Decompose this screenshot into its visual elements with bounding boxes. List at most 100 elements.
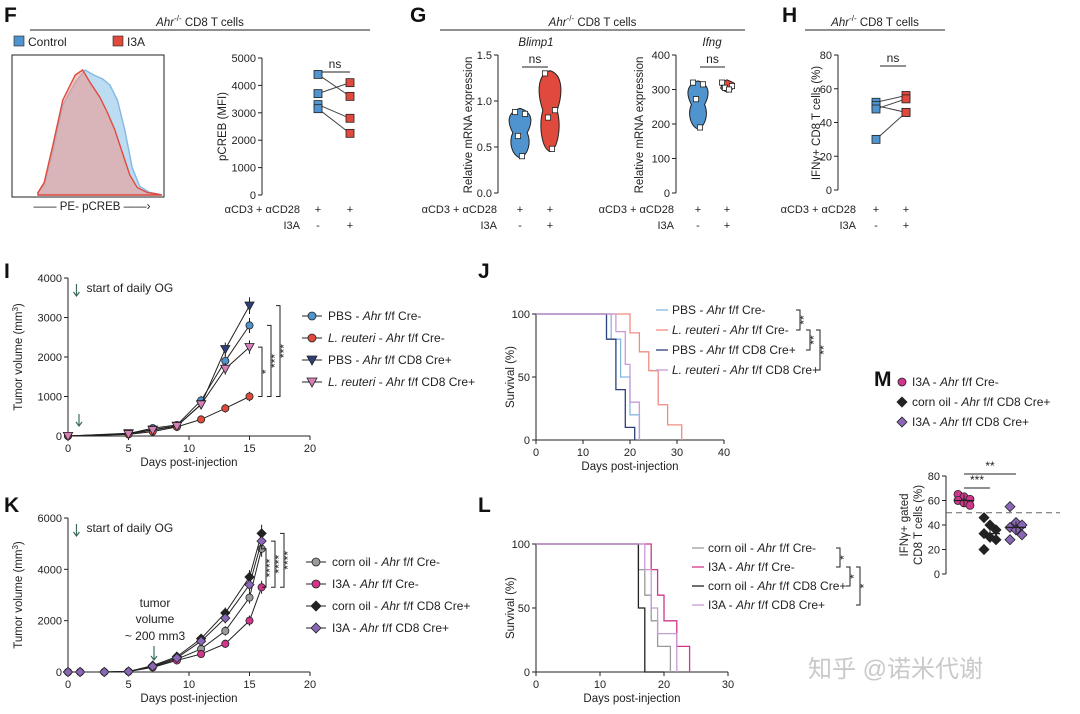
survival-1-y-axis-tick-label: 50 xyxy=(518,603,530,615)
legend-marker-0-1 xyxy=(307,333,317,343)
pcreb-pair-line xyxy=(317,104,351,119)
growth-0-x-axis-tick-label: 10 xyxy=(183,443,195,455)
growth-marker-3 xyxy=(256,535,267,547)
growth-1-legend-label-3: I3A - Ahr f/f CD8 Cre+ xyxy=(332,621,449,635)
violin-0-y-axis-tick-label: 1.0 xyxy=(477,96,492,108)
violin-blimp1-conditions-row1-sign: + xyxy=(547,204,553,216)
growth-marker-3 xyxy=(147,426,158,436)
m-legend-marker-2 xyxy=(896,416,908,428)
growth-0-y-axis-tick-label: 3000 xyxy=(38,313,62,325)
violin-0-sig-label: ns xyxy=(529,52,542,66)
growth-1-x-axis-tick-label: 15 xyxy=(243,679,255,691)
growth-0-y-axis-tick-label: 1000 xyxy=(38,392,62,404)
ifng-h-y-axis-tick-label: 40 xyxy=(820,118,832,130)
m-y-axis-tick-label: 60 xyxy=(928,496,940,508)
growth-marker-1 xyxy=(197,415,206,424)
m-legend-marker-1 xyxy=(896,396,908,408)
violin-y-label: Relative mRNA expression xyxy=(463,57,475,194)
ifng-h-conditions-row2-sign: + xyxy=(903,220,909,232)
growth-bracket xyxy=(271,540,276,588)
growth-1-x-axis-tick-label: 0 xyxy=(65,679,71,691)
survival-1-x-axis-tick-label: 20 xyxy=(658,679,670,691)
survival-1-legend-label-3: I3A - Ahr f/f CD8 Cre+ xyxy=(708,598,825,612)
growth-bracket xyxy=(262,548,267,588)
growth-marker-1 xyxy=(245,616,254,625)
annotation-arrow-icon xyxy=(72,524,80,537)
violin-blimp1-conditions-row1-label: αCD3 + αCD28 xyxy=(422,204,497,216)
growth-1-annotation2-line2: volume xyxy=(136,612,175,626)
survival-1-x-axis-tick-label: 10 xyxy=(594,679,606,691)
growth-marker-0 xyxy=(245,321,254,330)
violin-1-sig-label: ns xyxy=(706,52,719,66)
ifng-h-y-label: IFNγ+ CD8 T cells (%) xyxy=(811,66,823,180)
m-y-axis-tick-label: 0 xyxy=(934,569,940,581)
growth-marker-3 xyxy=(220,612,231,624)
legend-marker-0-0 xyxy=(307,311,317,321)
growth-marker-3 xyxy=(244,343,255,353)
pcreb-conditions-row1-sign: + xyxy=(347,204,353,216)
legend-label-i3a: I3A xyxy=(127,35,145,49)
m-sig-1-label: *** xyxy=(970,473,984,487)
growth-bracket xyxy=(276,305,281,397)
violin-blimp1-conditions-row1-sign: + xyxy=(517,204,523,216)
growth-marker-3 xyxy=(99,666,110,678)
annotation-arrow-icon xyxy=(72,284,80,297)
histogram-i3a xyxy=(37,69,163,196)
legend-label-control: Control xyxy=(28,35,67,49)
growth-marker-3 xyxy=(62,431,74,442)
growth-line-2 xyxy=(67,305,250,437)
ifng-h-y-axis-tick-label: 60 xyxy=(820,84,832,96)
ifng-h-pair-line xyxy=(875,112,907,140)
survival-1-x-axis-tick-label: 30 xyxy=(722,679,734,691)
annotation-arrow-icon-3 xyxy=(150,646,158,661)
pcreb-y-axis-tick-label: 3000 xyxy=(232,108,256,120)
m-y-axis-tick-label: 20 xyxy=(928,545,940,557)
panel-f-title: Ahr-/- CD8 T cells xyxy=(155,14,244,29)
survival-bracket xyxy=(856,566,861,606)
pcreb-y-axis-tick-label: 4000 xyxy=(232,80,256,92)
ifng-h-conditions-row1-sign: + xyxy=(903,204,909,216)
m-y-axis-tick-label: 40 xyxy=(928,520,940,532)
survival-bracket-label: ** xyxy=(797,315,811,325)
m-point-2 xyxy=(1004,534,1016,546)
growth-0-y-axis-tick-label: 4000 xyxy=(38,273,62,285)
watermark: 知乎 @诺米代谢 xyxy=(808,656,983,683)
violin-blimp1-conditions-row2-sign: + xyxy=(547,220,553,232)
survival-0-x-label: Days post-injection xyxy=(581,461,678,473)
growth-1-y-axis-tick-label: 0 xyxy=(56,667,62,679)
pcreb-conditions-row2-label: I3A xyxy=(283,220,300,232)
growth-bracket xyxy=(267,324,272,397)
survival-0-x-axis-tick-label: 10 xyxy=(577,447,589,459)
growth-1-x-axis-tick-label: 10 xyxy=(183,679,195,691)
m-point-1 xyxy=(978,543,990,556)
growth-0-y-axis-tick-label: 2000 xyxy=(38,352,62,364)
violin-body-control xyxy=(687,80,709,130)
growth-1-x-axis-tick-label: 5 xyxy=(125,679,131,691)
survival-bracket xyxy=(846,566,851,587)
panel-letter: I xyxy=(4,260,10,283)
survival-curve-0 xyxy=(536,313,641,440)
pcreb-sig-label: ns xyxy=(329,57,342,71)
growth-0-annotation: start of daily OG xyxy=(86,281,173,295)
pcreb-point-i3a xyxy=(345,128,355,138)
growth-marker-1 xyxy=(245,392,254,401)
survival-1-legend-label-0: corn oil - Ahr f/f Cre- xyxy=(708,541,816,555)
ifng-h-point-i3a xyxy=(901,94,911,104)
violin-ifng-conditions-row2-sign: - xyxy=(696,220,700,232)
growth-1-annotation2-line1: tumor xyxy=(140,596,171,610)
survival-curve-2 xyxy=(536,313,636,440)
ifng-h-pair-line xyxy=(875,98,907,110)
ifng-h-point-control xyxy=(871,134,881,144)
panel-letter: G xyxy=(410,4,426,27)
survival-1-legend-label-1: I3A - Ahr f/f Cre- xyxy=(708,560,795,574)
pcreb-pair-line xyxy=(317,82,351,95)
survival-0-x-axis-tick-label: 0 xyxy=(533,447,539,459)
pcreb-point-i3a xyxy=(345,91,355,101)
violin-ifng-conditions-row2-sign: + xyxy=(724,220,730,232)
legend-marker-1-1 xyxy=(311,579,321,589)
legend-marker-1-3 xyxy=(310,622,322,634)
growth-bracket-label: **** xyxy=(281,551,295,570)
ifng-h-pair-line xyxy=(875,95,907,103)
growth-marker-0 xyxy=(221,626,230,635)
m-y-label-line1: IFNγ+ gated xyxy=(899,494,911,557)
